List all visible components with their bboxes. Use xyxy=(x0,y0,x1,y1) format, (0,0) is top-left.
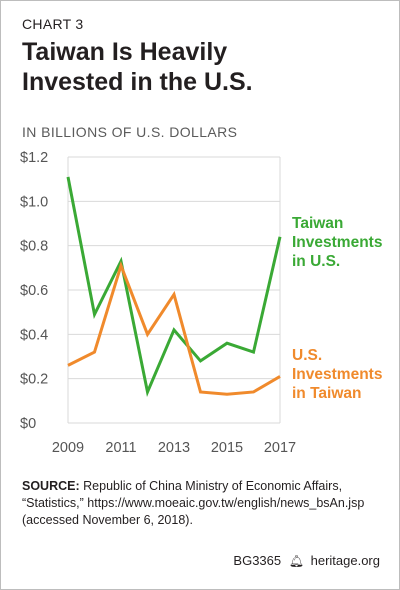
y-tick-label: $0 xyxy=(20,416,36,432)
y-tick-label: $1.2 xyxy=(20,150,48,166)
series-labels: Taiwan Investments in U.S. U.S. Investments i… xyxy=(292,215,382,402)
source-text: Republic of China Ministry of Economic A… xyxy=(22,479,365,527)
chart-title-line-2: Invested in the U.S. xyxy=(22,68,253,96)
liberty-bell-icon: 🔔︎ xyxy=(288,554,304,568)
footer-credit: BG3365 🔔︎ heritage.org xyxy=(233,553,380,568)
y-tick-label: $0.2 xyxy=(20,372,48,388)
series-label-line: U.S. xyxy=(292,347,322,364)
grid-lines xyxy=(67,156,281,424)
y-tick-label: $1.0 xyxy=(20,194,48,210)
y-tick-label: $0.8 xyxy=(20,239,48,255)
x-tick-label: 2011 xyxy=(105,440,136,456)
x-axis-tick-labels: 2009 2011 2013 2015 2017 xyxy=(52,440,296,456)
chart-title: Taiwan Is Heavily Invested in the U.S. xyxy=(22,37,382,97)
y-axis-tick-labels: $0 $0.2 $0.4 $0.6 $0.8 $1.0 $1.2 xyxy=(20,150,48,432)
series-label-1: U.S. Investments in Taiwan xyxy=(292,347,382,402)
chart-title-line-1: Taiwan Is Heavily xyxy=(22,38,228,66)
chart-number: CHART 3 xyxy=(22,16,84,32)
x-tick-label: 2013 xyxy=(158,440,190,456)
x-tick-label: 2015 xyxy=(211,440,243,456)
y-tick-label: $0.6 xyxy=(20,283,48,299)
series-label-0: Taiwan Investments in U.S. xyxy=(292,215,382,270)
series-lines xyxy=(66,176,282,397)
site-name: heritage.org xyxy=(310,553,380,568)
report-code: BG3365 xyxy=(233,553,282,568)
series-line-1 xyxy=(67,261,281,396)
series-label-line: Taiwan xyxy=(292,215,343,232)
x-tick-label: 2009 xyxy=(52,440,84,456)
series-label-line: Investments xyxy=(292,366,382,383)
source-note: SOURCE: Republic of China Ministry of Ec… xyxy=(22,478,382,529)
x-tick-label: 2017 xyxy=(264,440,296,456)
line-chart: $0$0.2$0.4$0.6$0.8$1.0$1.2 2009 2011 2013 2… xyxy=(20,150,382,456)
series-label-line: in U.S. xyxy=(292,253,340,270)
y-tick-label: $0.4 xyxy=(20,327,48,343)
series-label-line: Investments xyxy=(292,234,382,251)
chart-units-label: IN BILLIONS OF U.S. DOLLARS xyxy=(22,124,238,140)
series-label-line: in Taiwan xyxy=(292,385,361,402)
source-label: SOURCE: xyxy=(22,479,80,493)
series-line-0 xyxy=(66,176,282,397)
